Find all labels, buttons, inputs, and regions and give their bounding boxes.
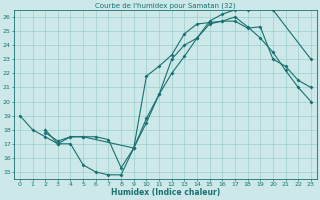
- X-axis label: Humidex (Indice chaleur): Humidex (Indice chaleur): [111, 188, 220, 197]
- Title: Courbe de l'humidex pour Samatan (32): Courbe de l'humidex pour Samatan (32): [95, 3, 236, 9]
